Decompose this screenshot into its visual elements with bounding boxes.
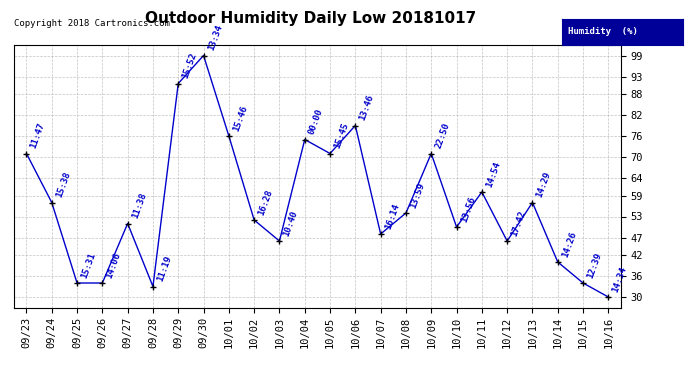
Text: 14:34: 14:34 <box>611 265 629 294</box>
Text: 15:46: 15:46 <box>231 104 249 132</box>
Text: 11:38: 11:38 <box>130 192 148 220</box>
Text: 13:56: 13:56 <box>459 195 477 223</box>
Text: 17:42: 17:42 <box>510 209 527 237</box>
Text: 14:26: 14:26 <box>560 230 578 258</box>
Text: Humidity  (%): Humidity (%) <box>569 27 638 36</box>
Text: 14:29: 14:29 <box>535 171 553 199</box>
Text: 16:28: 16:28 <box>257 188 275 216</box>
Text: 14:06: 14:06 <box>105 251 123 279</box>
Text: 15:31: 15:31 <box>79 251 97 279</box>
Text: 16:14: 16:14 <box>383 202 401 231</box>
Text: 12:39: 12:39 <box>586 251 603 279</box>
Text: Outdoor Humidity Daily Low 20181017: Outdoor Humidity Daily Low 20181017 <box>145 11 476 26</box>
Text: 11:47: 11:47 <box>29 122 47 150</box>
Text: 13:46: 13:46 <box>358 94 375 122</box>
Text: 15:45: 15:45 <box>333 122 351 150</box>
Text: Copyright 2018 Cartronics.com: Copyright 2018 Cartronics.com <box>14 19 170 28</box>
Text: 22:50: 22:50 <box>434 122 451 150</box>
Text: 13:34: 13:34 <box>206 24 224 52</box>
Text: 13:59: 13:59 <box>408 181 426 210</box>
Text: 14:54: 14:54 <box>484 160 502 189</box>
Text: 00:00: 00:00 <box>307 108 325 136</box>
Text: 11:19: 11:19 <box>155 255 173 283</box>
Text: 15:38: 15:38 <box>55 171 72 199</box>
Text: 15:52: 15:52 <box>181 52 199 80</box>
Text: 10:40: 10:40 <box>282 209 299 237</box>
